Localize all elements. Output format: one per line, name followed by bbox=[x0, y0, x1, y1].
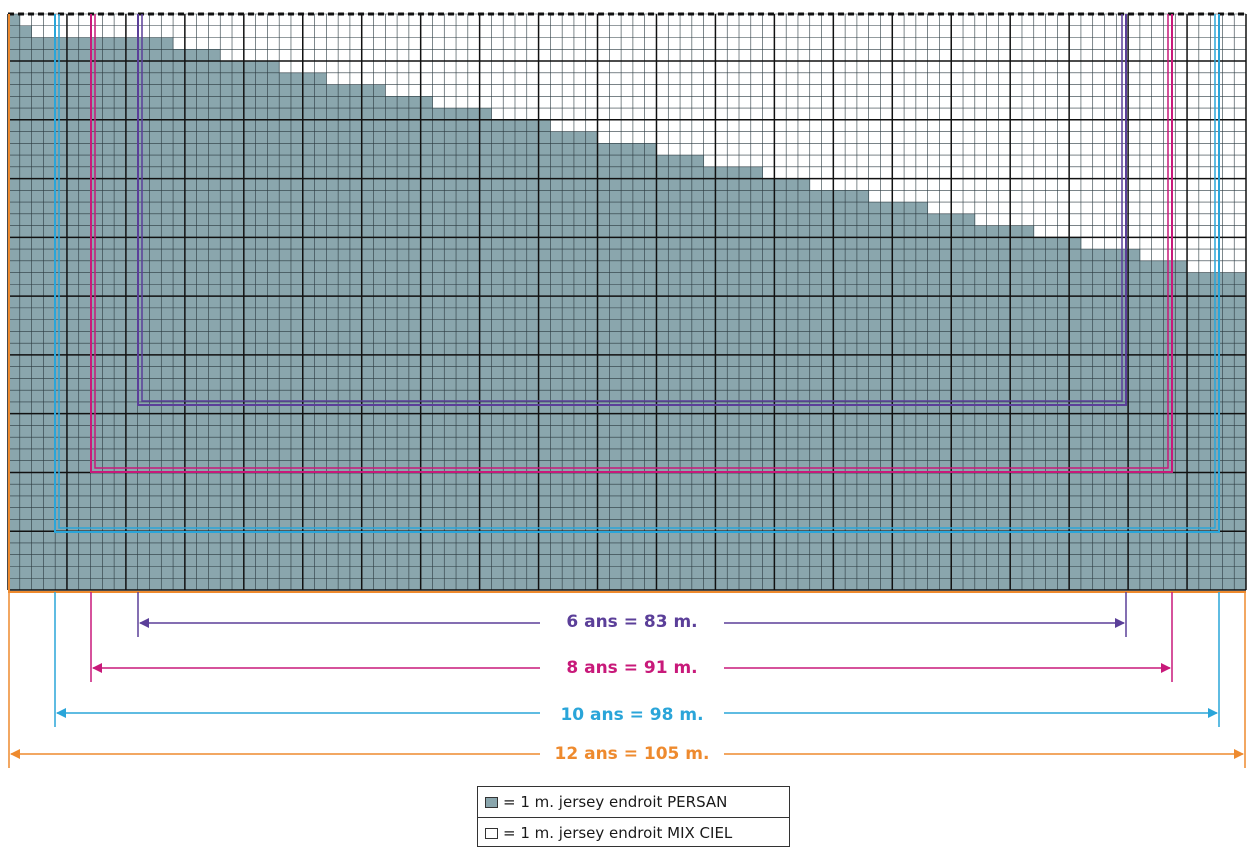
persan-column bbox=[974, 225, 988, 590]
size-outlines bbox=[8, 14, 1246, 593]
persan-column bbox=[1092, 249, 1105, 590]
legend-row-persan: = 1 m. jersey endroit PERSAN bbox=[478, 787, 789, 817]
persan-column bbox=[479, 108, 492, 590]
persan-column bbox=[998, 225, 1011, 590]
persan-column bbox=[149, 37, 162, 590]
persan-column bbox=[1198, 272, 1212, 590]
persan-column bbox=[1128, 249, 1141, 590]
dimension-lines: 6 ans = 83 m. 8 ans = 91 m. 10 ans = 98 … bbox=[8, 592, 1246, 768]
persan-column bbox=[8, 14, 21, 590]
persan-column bbox=[432, 108, 445, 590]
persan-column bbox=[373, 84, 386, 590]
outline-8-ans-inner bbox=[94, 14, 1169, 469]
persan-column bbox=[90, 37, 103, 590]
persan-column bbox=[267, 61, 280, 590]
legend-persan-label: = 1 m. jersey endroit PERSAN bbox=[503, 793, 728, 811]
persan-column bbox=[43, 37, 56, 590]
dim-label-6-ans: 6 ans = 83 m. bbox=[566, 612, 697, 632]
legend-row-ciel: = 1 m. jersey endroit MIX CIEL bbox=[478, 817, 789, 848]
persan-column bbox=[361, 84, 374, 590]
persan-column bbox=[243, 61, 256, 590]
persan-column bbox=[102, 37, 115, 590]
persan-column bbox=[456, 108, 469, 590]
persan-column bbox=[986, 225, 999, 590]
persan-column bbox=[892, 202, 905, 590]
persan-fill-area bbox=[8, 14, 1247, 591]
persan-column bbox=[161, 37, 174, 590]
persan-column bbox=[797, 178, 811, 590]
persan-column bbox=[1210, 272, 1223, 590]
persan-column bbox=[31, 37, 44, 590]
persan-column bbox=[915, 202, 929, 590]
persan-column bbox=[680, 155, 693, 590]
persan-column bbox=[1080, 249, 1094, 590]
persan-column bbox=[585, 131, 598, 591]
legend-ciel-label: = 1 m. jersey endroit MIX CIEL bbox=[503, 824, 733, 842]
outline-8-ans bbox=[90, 14, 1173, 473]
persan-column bbox=[55, 37, 68, 590]
dim-line-8-ans-arrow-right-icon bbox=[1161, 663, 1171, 673]
persan-column bbox=[255, 61, 268, 590]
persan-column bbox=[66, 37, 80, 590]
persan-column bbox=[904, 202, 917, 590]
knitting-chart: 6 ans = 83 m. 8 ans = 91 m. 10 ans = 98 … bbox=[7, 12, 1247, 768]
persan-column bbox=[668, 155, 681, 590]
dim-line-10-ans-arrow-left-icon bbox=[56, 708, 66, 718]
dim-label-12-ans: 12 ans = 105 m. bbox=[555, 744, 710, 764]
persan-column bbox=[78, 37, 91, 590]
persan-column bbox=[868, 202, 881, 590]
persan-column bbox=[125, 37, 139, 590]
persan-column bbox=[691, 155, 705, 590]
persan-column bbox=[880, 202, 893, 590]
persan-column bbox=[444, 108, 457, 590]
dim-line-8-ans-arrow-left-icon bbox=[92, 663, 102, 673]
dim-line-6-ans-arrow-right-icon bbox=[1115, 618, 1125, 628]
persan-column bbox=[114, 37, 127, 590]
dim-line-12-ans-arrow-right-icon bbox=[1234, 749, 1244, 759]
persan-column bbox=[220, 61, 233, 590]
legend: = 1 m. jersey endroit PERSAN = 1 m. jers… bbox=[477, 786, 790, 847]
outline-6-ans bbox=[137, 14, 1127, 406]
persan-column bbox=[1187, 272, 1200, 590]
persan-column bbox=[550, 131, 563, 591]
outline-6-ans-inner bbox=[141, 14, 1123, 402]
persan-column bbox=[786, 178, 799, 590]
dim-label-10-ans: 10 ans = 98 m. bbox=[560, 705, 703, 725]
persan-column bbox=[656, 155, 669, 590]
persan-column bbox=[1234, 272, 1247, 590]
persan-column bbox=[774, 178, 787, 590]
outline-10-ans-inner bbox=[58, 14, 1216, 529]
persan-column bbox=[573, 131, 587, 591]
persan-column bbox=[1010, 225, 1023, 590]
persan-column bbox=[1222, 272, 1235, 590]
persan-column bbox=[349, 84, 363, 590]
ciel-swatch-icon bbox=[485, 827, 498, 839]
persan-swatch-icon bbox=[485, 796, 498, 808]
persan-column bbox=[1104, 249, 1117, 590]
persan-column bbox=[326, 84, 339, 590]
persan-column bbox=[137, 37, 150, 590]
dim-line-6-ans-arrow-left-icon bbox=[139, 618, 149, 628]
dim-label-8-ans: 8 ans = 91 m. bbox=[566, 658, 697, 678]
persan-column bbox=[1021, 225, 1035, 590]
persan-column bbox=[338, 84, 351, 590]
persan-column bbox=[467, 108, 481, 590]
persan-column bbox=[232, 61, 245, 590]
outline-10-ans bbox=[54, 14, 1220, 533]
persan-column bbox=[562, 131, 575, 591]
persan-column bbox=[762, 178, 775, 590]
dim-line-10-ans-arrow-right-icon bbox=[1208, 708, 1218, 718]
dim-line-12-ans-arrow-left-icon bbox=[10, 749, 20, 759]
